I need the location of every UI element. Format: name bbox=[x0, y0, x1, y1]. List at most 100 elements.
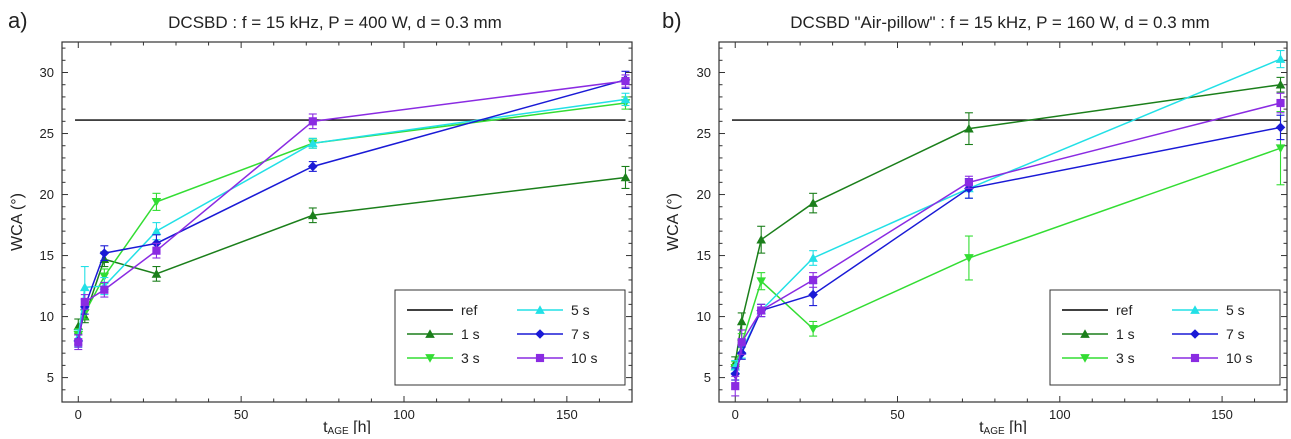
series-line bbox=[77, 98, 626, 338]
series-10s bbox=[74, 74, 630, 351]
data-point bbox=[737, 338, 746, 347]
legend-marker bbox=[535, 305, 545, 314]
legend-marker bbox=[535, 353, 545, 363]
x-tick-label: 0 bbox=[75, 407, 82, 422]
data-point bbox=[808, 289, 818, 300]
legend-label: 5 s bbox=[1226, 302, 1245, 318]
x-tick-label: 0 bbox=[732, 407, 739, 422]
data-point bbox=[99, 272, 110, 282]
legend-marker bbox=[535, 329, 545, 339]
y-tick-label: 25 bbox=[697, 126, 711, 141]
y-tick-label: 30 bbox=[40, 65, 54, 80]
legend-label: 10 s bbox=[571, 350, 597, 366]
legend-label: 7 s bbox=[571, 326, 590, 342]
data-point bbox=[99, 248, 110, 258]
data-point bbox=[808, 324, 818, 334]
data-point bbox=[756, 234, 766, 244]
data-point bbox=[620, 172, 631, 182]
y-tick-label: 15 bbox=[40, 248, 54, 263]
y-tick-label: 15 bbox=[697, 248, 711, 263]
data-point bbox=[1275, 79, 1286, 89]
data-point bbox=[1275, 122, 1286, 133]
legend-label: 10 s bbox=[1226, 350, 1252, 366]
plot-frame bbox=[61, 41, 633, 403]
x-tick-label: 50 bbox=[234, 407, 248, 422]
data-point bbox=[964, 178, 973, 187]
legend-marker bbox=[425, 354, 435, 363]
y-tick-label: 30 bbox=[697, 65, 711, 80]
legend-label: 1 s bbox=[461, 326, 480, 342]
data-point bbox=[1275, 144, 1286, 153]
panel-letter: b) bbox=[662, 8, 682, 33]
legend-label: ref bbox=[461, 302, 477, 318]
data-point bbox=[756, 277, 766, 286]
x-tick-label: 50 bbox=[890, 407, 904, 422]
legend-label: 3 s bbox=[461, 350, 480, 366]
legend-marker bbox=[1190, 329, 1200, 339]
data-point bbox=[1275, 54, 1286, 63]
data-point bbox=[80, 297, 89, 307]
data-point bbox=[1276, 98, 1285, 108]
x-tick-label: 150 bbox=[556, 407, 578, 422]
legend-label: 7 s bbox=[1226, 326, 1245, 342]
y-tick-label: 20 bbox=[40, 187, 54, 202]
data-point bbox=[308, 210, 318, 220]
data-point bbox=[151, 198, 162, 207]
x-tick-label: 150 bbox=[1211, 407, 1233, 422]
plot-frame bbox=[718, 41, 1288, 403]
x-tick-label: 100 bbox=[1049, 407, 1071, 422]
data-point bbox=[308, 161, 318, 172]
chart-panel-a: a) DCSBD : f = 15 kHz, P = 400 W, d = 0.3… bbox=[8, 8, 633, 437]
panel-letter: a) bbox=[8, 8, 28, 33]
series-line bbox=[734, 83, 1281, 364]
legend-marker bbox=[1080, 329, 1090, 338]
legend: ref 1 s 3 s 5 s 7 s 10 s bbox=[394, 289, 626, 386]
chart-panel-b: b) DCSBD "Air-pillow" : f = 15 kHz, P = 1… bbox=[662, 8, 1288, 437]
series-line bbox=[77, 80, 626, 343]
data-point bbox=[151, 226, 162, 235]
data-point bbox=[100, 285, 109, 294]
legend-marker bbox=[1080, 354, 1090, 363]
chart-title: DCSBD : f = 15 kHz, P = 400 W, d = 0.3 m… bbox=[168, 13, 502, 32]
y-axis-label: WCA (°) bbox=[665, 193, 682, 251]
y-axis-label: WCA (°) bbox=[9, 193, 26, 251]
y-tick-label: 10 bbox=[40, 309, 54, 324]
legend-label: 1 s bbox=[1116, 326, 1135, 342]
legend-marker bbox=[425, 329, 435, 338]
data-point bbox=[308, 138, 318, 148]
data-point bbox=[808, 198, 818, 207]
y-tick-label: 5 bbox=[704, 370, 711, 385]
data-point bbox=[964, 254, 974, 263]
data-point bbox=[80, 282, 90, 292]
legend-marker bbox=[1190, 353, 1200, 363]
x-axis-label: tAGE [h] bbox=[323, 419, 371, 434]
data-point bbox=[620, 94, 631, 104]
data-point bbox=[152, 246, 161, 255]
series-line bbox=[734, 102, 1281, 387]
y-tick-label: 25 bbox=[40, 126, 54, 141]
data-point bbox=[151, 269, 162, 278]
data-point bbox=[621, 76, 630, 86]
data-point bbox=[731, 382, 740, 391]
legend-label: ref bbox=[1116, 302, 1132, 318]
data-point bbox=[757, 306, 766, 315]
data-point bbox=[964, 123, 974, 133]
legend-marker bbox=[1190, 305, 1200, 314]
data-point bbox=[308, 117, 317, 126]
x-axis-label: tAGE [h] bbox=[979, 419, 1027, 434]
y-tick-label: 5 bbox=[47, 370, 54, 385]
data-point bbox=[736, 316, 747, 326]
data-point bbox=[809, 275, 818, 285]
y-tick-label: 10 bbox=[697, 309, 711, 324]
chart-title: DCSBD "Air-pillow" : f = 15 kHz, P = 160… bbox=[790, 13, 1209, 32]
legend: ref 1 s 3 s 5 s 7 s 10 s bbox=[1049, 289, 1281, 386]
y-tick-label: 20 bbox=[697, 187, 711, 202]
legend-label: 3 s bbox=[1116, 350, 1135, 366]
legend-label: 5 s bbox=[571, 302, 590, 318]
series-10s bbox=[731, 92, 1285, 397]
data-point bbox=[808, 253, 818, 262]
x-tick-label: 100 bbox=[393, 407, 415, 422]
data-point bbox=[74, 338, 83, 347]
